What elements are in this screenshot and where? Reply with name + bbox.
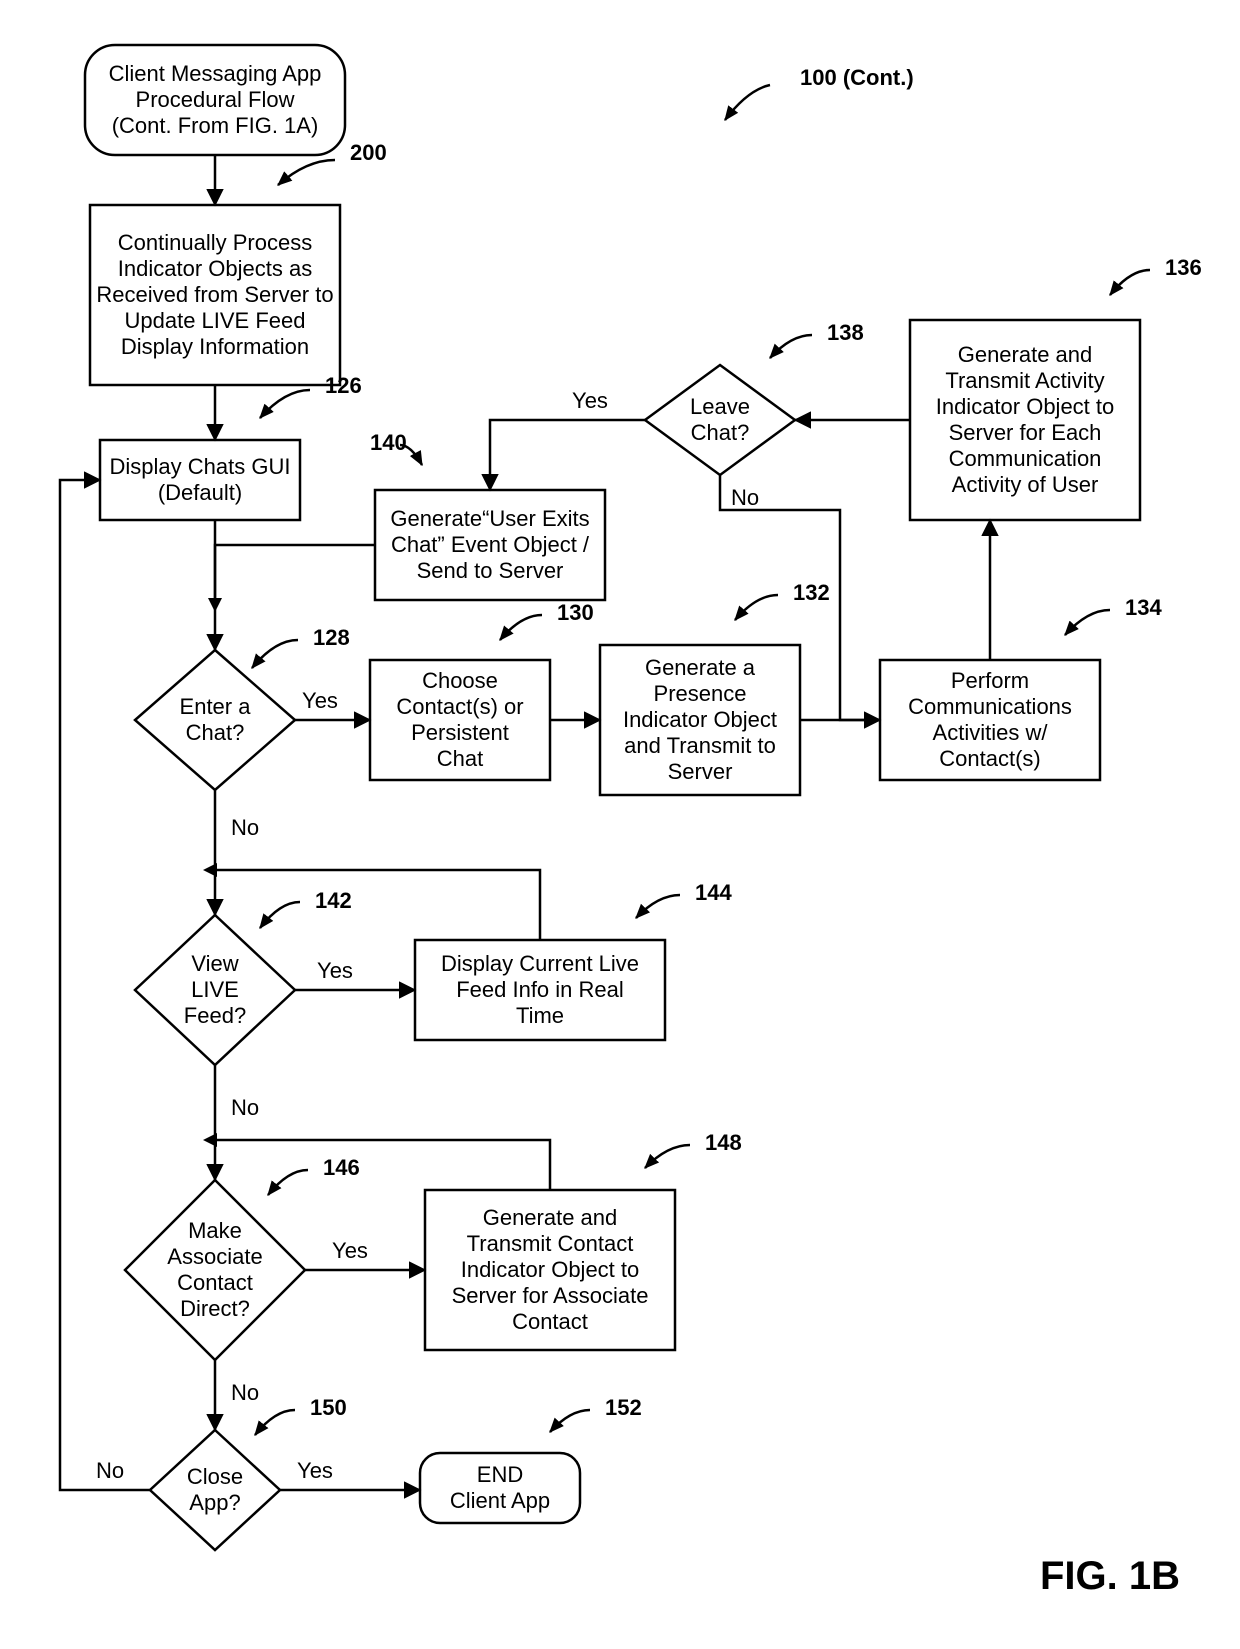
svg-text:128: 128 [313,625,350,650]
svg-text:Leave: Leave [690,394,750,419]
svg-text:END: END [477,1462,523,1487]
flowchart-fig-1b: Client Messaging AppProcedural Flow(Cont… [0,0,1240,1649]
svg-text:Send to Server: Send to Server [417,558,564,583]
svg-text:Server for Each: Server for Each [949,420,1102,445]
svg-text:140: 140 [370,430,407,455]
svg-text:Yes: Yes [317,958,353,983]
svg-text:(Cont. From FIG. 1A): (Cont. From FIG. 1A) [112,113,319,138]
svg-text:Generate“User Exits: Generate“User Exits [390,506,589,531]
svg-text:Indicator Objects as: Indicator Objects as [118,256,312,281]
svg-text:FIG. 1B: FIG. 1B [1040,1554,1180,1598]
svg-text:152: 152 [605,1395,642,1420]
svg-text:No: No [231,1095,259,1120]
svg-text:Feed Info in Real: Feed Info in Real [456,977,624,1002]
svg-text:150: 150 [310,1395,347,1420]
node-n138: LeaveChat? 138 [645,320,864,475]
svg-text:Transmit Activity: Transmit Activity [945,368,1104,393]
svg-text:Choose: Choose [422,668,498,693]
svg-text:Close: Close [187,1464,243,1489]
svg-text:Persistent: Persistent [411,720,509,745]
node-n146: MakeAssociateContactDirect? 146 [125,1155,360,1360]
svg-text:Contact: Contact [177,1270,253,1295]
svg-text:100 (Cont.): 100 (Cont.) [800,65,914,90]
svg-text:Indicator Object to: Indicator Object to [936,394,1115,419]
svg-text:Yes: Yes [297,1458,333,1483]
svg-text:No: No [731,485,759,510]
svg-text:Communications: Communications [908,694,1072,719]
svg-text:Client App: Client App [450,1488,550,1513]
svg-text:App?: App? [189,1490,240,1515]
node-n_start: Client Messaging AppProcedural Flow(Cont… [85,45,345,155]
node-n152: ENDClient App 152 [420,1395,642,1523]
node-n136: Generate andTransmit ActivityIndicator O… [910,255,1202,520]
svg-text:138: 138 [827,320,864,345]
svg-text:136: 136 [1165,255,1202,280]
svg-text:Generate and: Generate and [483,1205,618,1230]
svg-text:Display Information: Display Information [121,334,309,359]
svg-text:134: 134 [1125,595,1162,620]
svg-text:200: 200 [350,140,387,165]
svg-text:Chat: Chat [437,746,483,771]
svg-text:Display Chats GUI: Display Chats GUI [110,454,291,479]
svg-text:Associate: Associate [167,1244,262,1269]
svg-text:132: 132 [793,580,830,605]
svg-text:No: No [231,815,259,840]
svg-text:Yes: Yes [332,1238,368,1263]
node-n134: PerformCommunicationsActivities w/Contac… [880,595,1162,780]
svg-text:Procedural Flow: Procedural Flow [136,87,295,112]
svg-text:Server: Server [668,759,733,784]
svg-text:Activity of User: Activity of User [952,472,1099,497]
svg-text:142: 142 [315,888,352,913]
svg-text:Chat?: Chat? [691,420,750,445]
svg-text:Communication: Communication [949,446,1102,471]
svg-text:Contact(s) or: Contact(s) or [396,694,523,719]
svg-text:146: 146 [323,1155,360,1180]
svg-text:Direct?: Direct? [180,1296,250,1321]
svg-text:Generate and: Generate and [958,342,1093,367]
svg-text:148: 148 [705,1130,742,1155]
node-n132: Generate aPresenceIndicator Objectand Tr… [600,580,830,795]
svg-text:126: 126 [325,373,362,398]
svg-text:Perform: Perform [951,668,1029,693]
svg-text:Transmit Contact: Transmit Contact [467,1231,634,1256]
svg-text:Chat” Event Object /: Chat” Event Object / [391,532,590,557]
svg-text:Activities w/: Activities w/ [933,720,1049,745]
svg-text:130: 130 [557,600,594,625]
svg-text:Yes: Yes [302,688,338,713]
svg-text:and Transmit to: and Transmit to [624,733,776,758]
svg-text:Yes: Yes [572,388,608,413]
svg-text:Make: Make [188,1218,242,1243]
svg-text:No: No [96,1458,124,1483]
svg-text:Indicator Object: Indicator Object [623,707,777,732]
svg-text:Contact: Contact [512,1309,588,1334]
svg-text:Server for Associate: Server for Associate [452,1283,649,1308]
svg-text:Client Messaging App: Client Messaging App [109,61,322,86]
node-n144: Display Current LiveFeed Info in RealTim… [415,880,732,1040]
svg-text:Update LIVE Feed: Update LIVE Feed [124,308,305,333]
svg-text:Presence: Presence [654,681,747,706]
svg-text:Time: Time [516,1003,564,1028]
svg-text:Enter a: Enter a [180,694,252,719]
svg-text:Chat?: Chat? [186,720,245,745]
svg-text:Feed?: Feed? [184,1003,246,1028]
svg-text:(Default): (Default) [158,480,242,505]
node-n126: Display Chats GUI(Default) 126 [100,373,362,520]
svg-text:Contact(s): Contact(s) [939,746,1040,771]
svg-text:View: View [191,951,238,976]
svg-text:LIVE: LIVE [191,977,239,1002]
svg-text:Continually Process: Continually Process [118,230,312,255]
node-n130: ChooseContact(s) orPersistentChat 130 [370,600,594,780]
svg-text:Display Current Live: Display Current Live [441,951,639,976]
svg-text:Generate a: Generate a [645,655,756,680]
svg-text:144: 144 [695,880,732,905]
svg-text:No: No [231,1380,259,1405]
svg-text:Indicator Object to: Indicator Object to [461,1257,640,1282]
svg-text:Received from Server to: Received from Server to [96,282,333,307]
node-n140: Generate“User ExitsChat” Event Object /S… [370,430,605,600]
node-n148: Generate andTransmit ContactIndicator Ob… [425,1130,742,1350]
node-n200: Continually ProcessIndicator Objects asR… [90,140,387,385]
